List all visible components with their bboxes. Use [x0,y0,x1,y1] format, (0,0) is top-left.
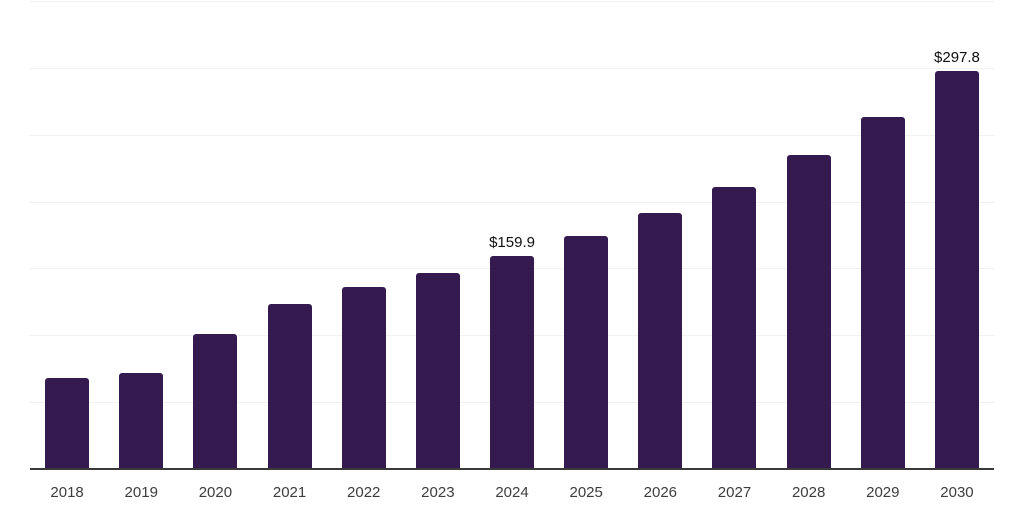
bar-cell-2030: $297.8 [920,0,994,469]
bar-2030 [934,71,979,469]
bar-cell-2027 [697,0,771,469]
bar-2029 [860,117,905,469]
x-tick-label-2023: 2023 [421,484,455,501]
x-tick-label-2019: 2019 [124,484,158,501]
x-tick-label-2021: 2021 [272,484,307,501]
bar-cell-2019 [104,0,178,469]
bar-cell-2022 [327,0,401,469]
bar-cell-2018 [30,0,104,469]
bar-cell-2029 [846,0,920,469]
x-tick-label-2029: 2029 [866,484,900,501]
bar-value-label-2024: $159.9 [489,234,535,251]
bar-2028 [786,155,831,469]
x-tick-label-2027: 2027 [717,484,752,501]
bar-cell-2024: $159.9 [475,0,549,469]
bar-cell-2021 [252,0,326,469]
x-tick-label-2018: 2018 [50,484,84,501]
bar-cell-2026 [623,0,697,469]
gridline [30,68,994,69]
bar-2021 [267,304,312,469]
x-tick-label-2024: 2024 [495,484,529,501]
bar-2025 [564,236,609,469]
gridline [30,134,994,136]
bar-cell-2020 [178,0,252,469]
bar-2018 [45,378,90,469]
bar-2024 [490,256,535,469]
x-tick-label-2022: 2022 [347,484,381,501]
x-tick-label-2030: 2030 [940,484,974,501]
bar-cell-2023 [401,0,475,469]
gridline [30,1,994,3]
x-tick-label-2026: 2026 [643,484,678,501]
bar-2022 [341,287,386,469]
x-axis-line [30,468,994,470]
bar-cell-2025 [549,0,623,469]
bar-2027 [712,187,757,469]
x-tick-label-2028: 2028 [791,484,826,501]
x-axis-labels: 2018 2019 2020 2021 2022 2023 2024 2025 2026 2027… [30,469,994,512]
bar-2023 [415,273,460,469]
gridline [30,201,994,203]
x-tick-label-2020: 2020 [198,484,233,501]
bars-container: $159.9 $297.8 [30,0,994,469]
bar-2026 [638,213,683,469]
bar-2019 [119,373,164,469]
x-tick-label-2025: 2025 [569,484,603,501]
bar-2020 [193,334,238,469]
bar-cell-2028 [772,0,846,469]
plot-area: $159.9 $297.8 [30,0,994,470]
bar-value-label-2030: $297.8 [934,49,980,66]
